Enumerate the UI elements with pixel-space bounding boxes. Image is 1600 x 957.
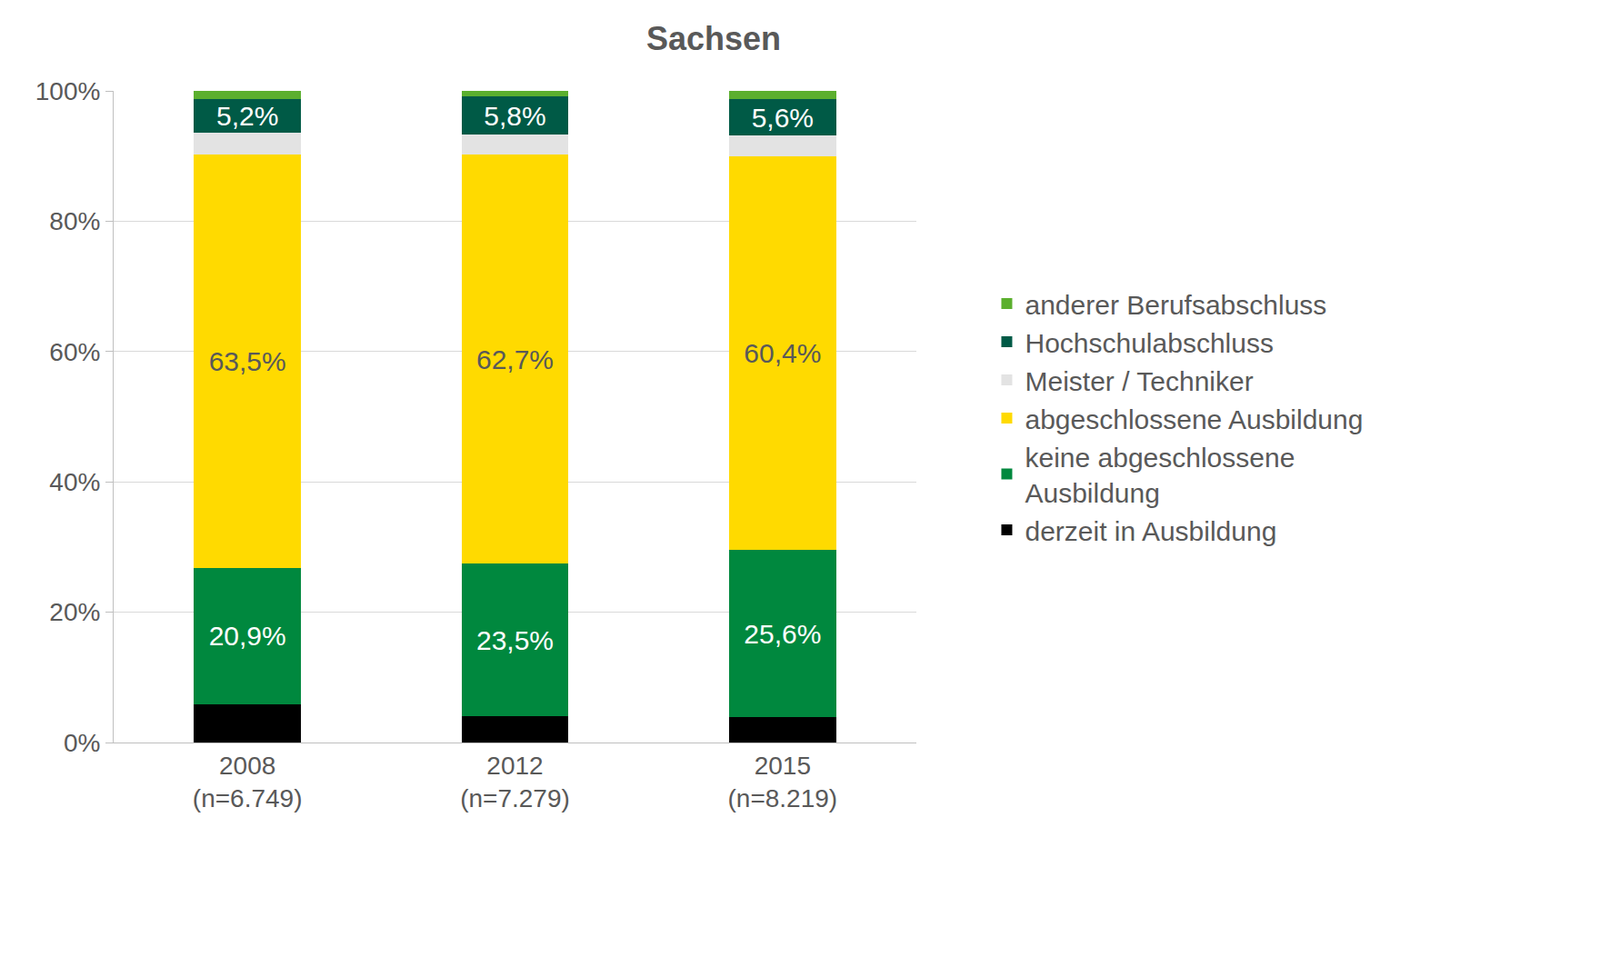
svg-text:20%: 20%: [49, 598, 100, 627]
svg-text:2012(n=7.279): 2012(n=7.279): [460, 751, 570, 813]
svg-text:60,4%: 60,4%: [743, 338, 821, 369]
svg-text:5,6%: 5,6%: [751, 102, 814, 133]
svg-text:Meister / Techniker: Meister / Techniker: [1024, 366, 1253, 397]
svg-text:25,6%: 25,6%: [743, 619, 821, 650]
svg-text:derzeit in Ausbildung: derzeit in Ausbildung: [1024, 516, 1277, 547]
svg-text:2008(n=6.749): 2008(n=6.749): [192, 751, 303, 813]
svg-text:80%: 80%: [49, 207, 100, 236]
svg-text:keine abgeschlosseneAusbildung: keine abgeschlosseneAusbildung: [1024, 442, 1295, 509]
svg-text:5,2%: 5,2%: [216, 100, 279, 131]
svg-text:abgeschlossene Ausbildung: abgeschlossene Ausbildung: [1024, 404, 1363, 435]
svg-text:60%: 60%: [49, 338, 100, 367]
svg-text:63,5%: 63,5%: [209, 346, 287, 377]
svg-text:0%: 0%: [63, 729, 100, 758]
svg-text:62,7%: 62,7%: [476, 344, 554, 375]
svg-text:20,9%: 20,9%: [209, 620, 287, 651]
svg-text:2015(n=8.219): 2015(n=8.219): [728, 751, 839, 813]
svg-text:Sachsen: Sachsen: [646, 20, 781, 58]
svg-text:23,5%: 23,5%: [476, 625, 554, 656]
svg-text:Hochschulabschluss: Hochschulabschluss: [1024, 328, 1273, 359]
svg-text:5,8%: 5,8%: [483, 100, 546, 131]
svg-text:anderer Berufsabschluss: anderer Berufsabschluss: [1024, 290, 1327, 320]
svg-text:40%: 40%: [49, 468, 100, 497]
svg-text:100%: 100%: [35, 77, 101, 106]
